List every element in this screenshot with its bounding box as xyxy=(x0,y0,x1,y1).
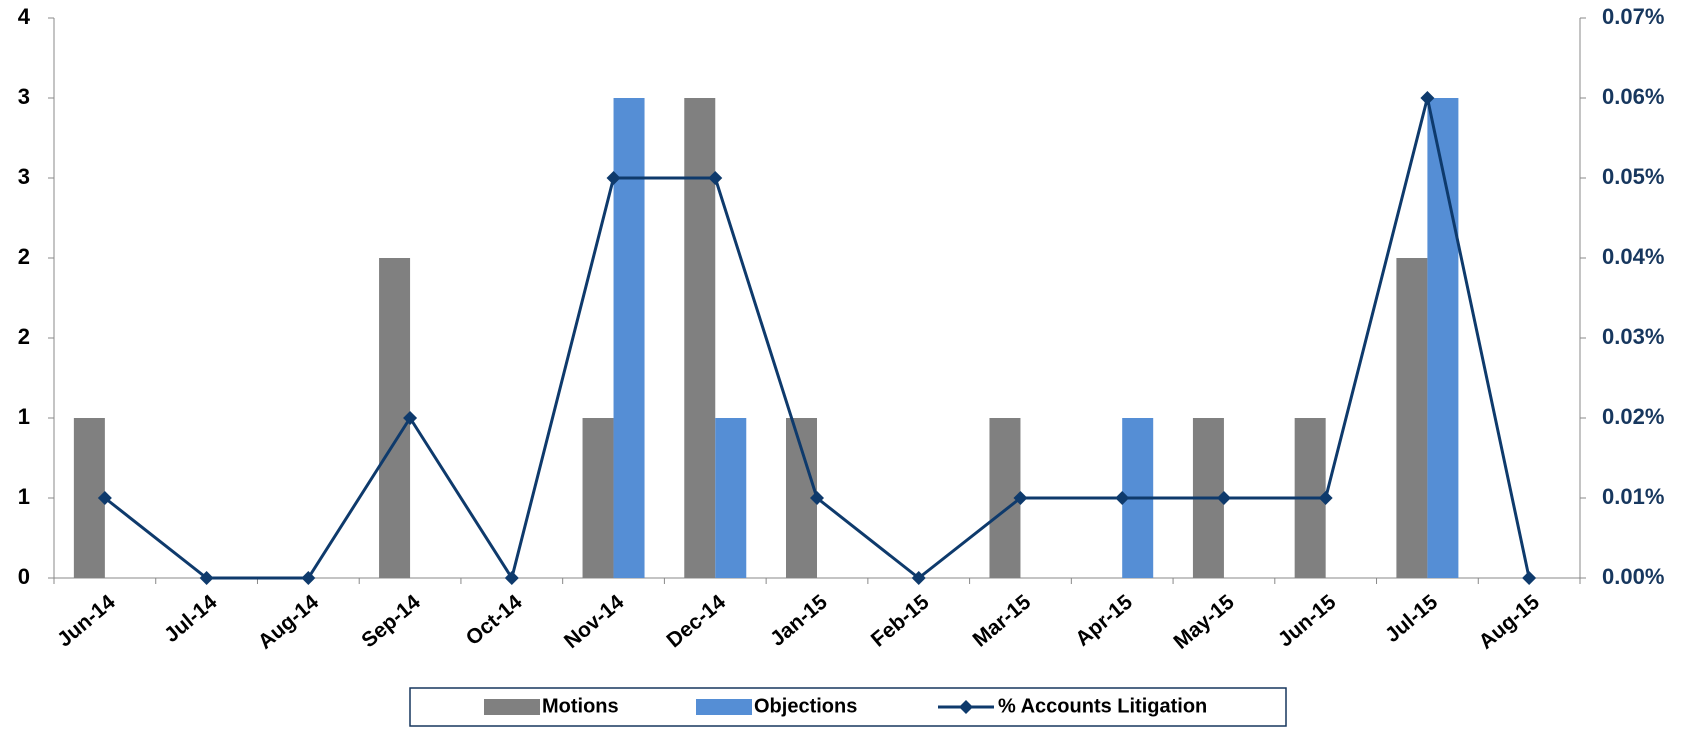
legend-box xyxy=(409,687,1287,727)
legend: Motions Objections % Accounts Litigation xyxy=(409,687,1287,727)
legend-swatch xyxy=(484,699,540,715)
x-tick-label: Apr-15 xyxy=(1071,590,1137,651)
line-marker xyxy=(1522,571,1537,585)
bar xyxy=(684,98,716,578)
bar xyxy=(582,418,614,578)
y2-tick-label: 0.05% xyxy=(1602,164,1664,189)
legend-label: % Accounts Litigation xyxy=(998,695,1207,717)
y-tick-label: 1 xyxy=(18,404,30,429)
x-tick-label: Sep-14 xyxy=(357,590,425,652)
y2-tick-label: 0.01% xyxy=(1602,484,1664,509)
legend-swatch xyxy=(696,699,752,715)
x-tick-label: Nov-14 xyxy=(560,590,629,653)
line-marker xyxy=(1420,91,1435,105)
x-tick-label: Aug-15 xyxy=(1475,590,1545,654)
x-tick-label: Dec-14 xyxy=(662,590,730,652)
legend-label: Objections xyxy=(754,695,857,717)
x-tick-label: Jan-15 xyxy=(766,590,832,651)
y2-tick-label: 0.07% xyxy=(1602,4,1664,29)
y-tick-label: 3 xyxy=(18,164,30,189)
line-marker xyxy=(1013,491,1028,505)
x-tick-label: May-15 xyxy=(1169,590,1239,654)
y2-tick-label: 0.00% xyxy=(1602,564,1664,589)
line-marker xyxy=(708,171,723,185)
x-tick-label: Feb-15 xyxy=(867,590,934,651)
line-marker xyxy=(199,571,214,585)
y2-tick-label: 0.02% xyxy=(1602,404,1664,429)
line-marker xyxy=(1115,491,1130,505)
y2-tick-label: 0.04% xyxy=(1602,244,1664,269)
x-tick-label: Aug-14 xyxy=(254,590,324,654)
line-marker xyxy=(810,491,824,505)
line-marker xyxy=(606,171,621,185)
y-tick-label: 3 xyxy=(18,84,30,109)
line-marker xyxy=(97,491,112,505)
y-tick-label: 2 xyxy=(18,244,30,269)
line-marker xyxy=(911,571,926,585)
x-tick-label: Mar-15 xyxy=(969,590,1036,651)
y-tick-label: 1 xyxy=(18,484,30,509)
x-tick-label: Jun-15 xyxy=(1274,590,1341,651)
line-marker xyxy=(403,411,418,425)
y2-tick-label: 0.06% xyxy=(1602,84,1664,109)
y-tick-label: 2 xyxy=(18,324,30,349)
x-tick-label: Jul-14 xyxy=(160,590,222,647)
legend-label: Motions xyxy=(542,695,619,717)
x-tick-label: Jun-14 xyxy=(53,590,120,651)
line-marker xyxy=(1216,491,1231,505)
bar xyxy=(613,98,645,578)
y-tick-label: 4 xyxy=(18,4,31,29)
y2-tick-label: 0.03% xyxy=(1602,324,1664,349)
bar xyxy=(1396,258,1428,578)
line-marker xyxy=(301,571,316,585)
legend-swatch xyxy=(959,700,973,714)
bar xyxy=(715,418,747,578)
line-marker xyxy=(504,571,519,585)
y-tick-label: 0 xyxy=(18,564,30,589)
line-marker xyxy=(1318,491,1333,505)
x-tick-label: Oct-14 xyxy=(462,590,527,650)
x-tick-label: Jul-15 xyxy=(1381,590,1443,647)
